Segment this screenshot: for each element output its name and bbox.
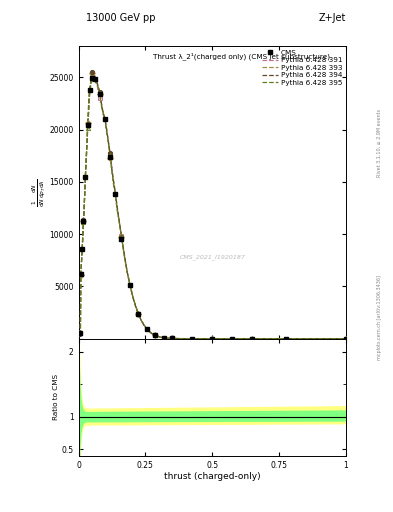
Pythia 6.428 393 xyxy=(88,89,92,95)
Text: 13000 GeV pp: 13000 GeV pp xyxy=(86,13,156,23)
X-axis label: thrust (charged-only): thrust (charged-only) xyxy=(164,472,261,481)
CMS xyxy=(283,335,288,342)
CMS xyxy=(119,236,124,242)
CMS xyxy=(88,87,92,93)
Line: Pythia 6.428 391: Pythia 6.428 391 xyxy=(79,74,346,338)
Pythia 6.428 394 xyxy=(164,335,169,341)
Pythia 6.428 394 xyxy=(90,69,95,75)
Pythia 6.428 393 xyxy=(101,112,106,118)
Text: Rivet 3.1.10, ≥ 2.9M events: Rivet 3.1.10, ≥ 2.9M events xyxy=(377,109,382,178)
Text: CMS_2021_I1920187: CMS_2021_I1920187 xyxy=(179,254,245,260)
CMS xyxy=(230,335,235,342)
CMS xyxy=(128,282,132,288)
CMS xyxy=(190,335,195,342)
Pythia 6.428 395 xyxy=(130,293,135,300)
Pythia 6.428 395 xyxy=(343,335,348,342)
Pythia 6.428 391 xyxy=(101,111,106,117)
Pythia 6.428 394 xyxy=(103,116,107,122)
CMS xyxy=(153,332,158,338)
CMS xyxy=(210,335,215,342)
Line: CMS: CMS xyxy=(76,75,348,341)
Pythia 6.428 395 xyxy=(88,83,92,89)
CMS xyxy=(343,335,348,342)
Pythia 6.428 394 xyxy=(77,330,81,336)
CMS xyxy=(97,91,102,97)
CMS xyxy=(77,330,81,336)
Y-axis label: $\frac{1}{\mathrm{d}N}\frac{\mathrm{d}N}{\mathrm{d}p_T\mathrm{d}\lambda}$: $\frac{1}{\mathrm{d}N}\frac{\mathrm{d}N}… xyxy=(31,178,48,207)
CMS xyxy=(103,116,107,122)
CMS xyxy=(113,191,118,198)
Line: Pythia 6.428 394: Pythia 6.428 394 xyxy=(79,72,346,338)
CMS xyxy=(81,218,86,224)
Pythia 6.428 391 xyxy=(164,335,169,341)
Pythia 6.428 391 xyxy=(91,71,95,77)
Text: Thrust λ_2¹(charged only) (CMS jet substructure): Thrust λ_2¹(charged only) (CMS jet subst… xyxy=(153,52,331,60)
Line: Pythia 6.428 395: Pythia 6.428 395 xyxy=(79,77,346,338)
Pythia 6.428 394 xyxy=(130,294,135,300)
Line: Pythia 6.428 393: Pythia 6.428 393 xyxy=(79,73,346,338)
Legend: CMS, Pythia 6.428 391, Pythia 6.428 393, Pythia 6.428 394, Pythia 6.428 395: CMS, Pythia 6.428 391, Pythia 6.428 393,… xyxy=(261,48,343,87)
CMS xyxy=(136,311,141,317)
Pythia 6.428 395 xyxy=(86,111,91,117)
Pythia 6.428 395 xyxy=(90,74,95,80)
Pythia 6.428 393 xyxy=(90,70,95,76)
CMS xyxy=(90,75,95,81)
Pythia 6.428 391 xyxy=(88,90,92,96)
CMS xyxy=(77,330,82,336)
Pythia 6.428 394 xyxy=(88,84,92,90)
CMS xyxy=(85,121,90,127)
Pythia 6.428 391 xyxy=(86,111,91,117)
CMS xyxy=(79,271,83,277)
Text: mcplots.cern.ch [arXiv:1306.3436]: mcplots.cern.ch [arXiv:1306.3436] xyxy=(377,275,382,360)
CMS xyxy=(83,174,88,180)
Pythia 6.428 391 xyxy=(77,330,81,336)
CMS xyxy=(250,335,255,342)
Pythia 6.428 395 xyxy=(103,117,107,123)
Pythia 6.428 395 xyxy=(77,330,81,336)
Pythia 6.428 394 xyxy=(101,110,106,116)
Pythia 6.428 393 xyxy=(130,293,135,299)
Pythia 6.428 395 xyxy=(101,110,106,116)
Text: Z+Jet: Z+Jet xyxy=(318,13,346,23)
Pythia 6.428 391 xyxy=(130,293,135,300)
Pythia 6.428 391 xyxy=(343,335,348,342)
Pythia 6.428 391 xyxy=(103,115,107,121)
Pythia 6.428 394 xyxy=(343,335,348,342)
Pythia 6.428 393 xyxy=(103,115,107,121)
CMS xyxy=(145,326,149,332)
Pythia 6.428 393 xyxy=(86,108,91,114)
CMS xyxy=(108,154,112,160)
Pythia 6.428 393 xyxy=(343,335,348,342)
Pythia 6.428 394 xyxy=(86,103,91,109)
CMS xyxy=(162,335,166,341)
CMS xyxy=(170,335,174,342)
CMS xyxy=(80,246,84,252)
Pythia 6.428 393 xyxy=(77,330,81,336)
Y-axis label: Ratio to CMS: Ratio to CMS xyxy=(53,374,59,420)
Pythia 6.428 393 xyxy=(164,335,169,341)
CMS xyxy=(92,76,97,82)
Pythia 6.428 395 xyxy=(164,335,169,341)
